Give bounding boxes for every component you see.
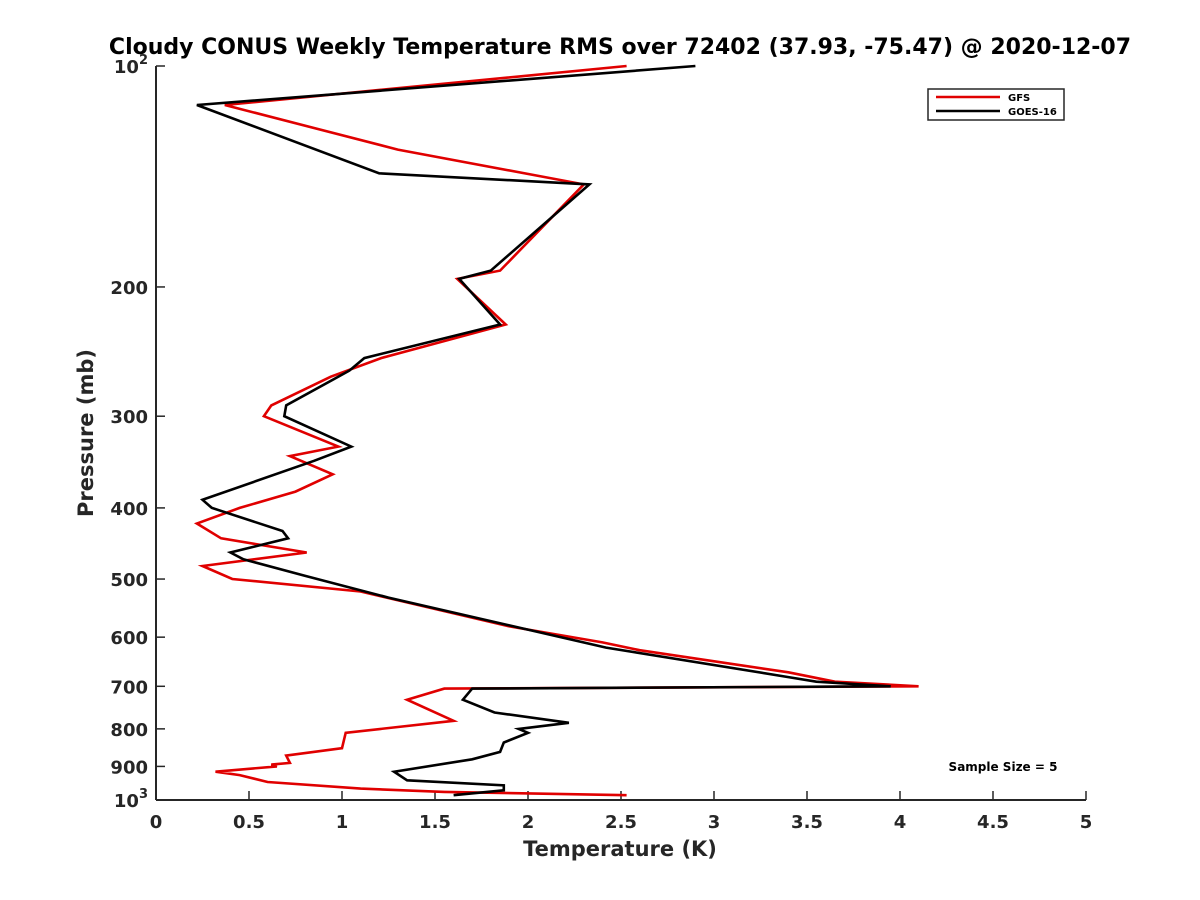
y-tick-label: 500 [110,570,148,591]
y-axis-label: Pressure (mb) [74,349,98,517]
y-tick-label: 700 [110,677,148,698]
x-tick-label: 2 [522,812,535,833]
x-tick-label: 3 [708,812,721,833]
x-tick-label: 3.5 [791,812,823,833]
series-line-goes-16 [196,64,891,797]
y-tick-label: 900 [110,757,148,778]
x-tick-label: 0 [150,812,163,833]
legend-label: GOES-16 [1008,107,1057,118]
y-tick-label-base: 10 [114,57,139,78]
legend: GFS GOES-16 [927,88,1065,121]
x-tick-label: 1.5 [419,812,451,833]
x-tick-label: 4.5 [977,812,1009,833]
series-lines [193,64,919,797]
x-tick-label: 4 [894,812,907,833]
y-tick-label: 400 [110,499,148,520]
sample-size-annotation: Sample Size = 5 [949,760,1058,774]
y-tick-label: 103 [114,787,148,812]
y-tick-label: 102 [114,53,148,78]
chart-title: Cloudy CONUS Weekly Temperature RMS over… [109,35,1131,60]
x-tick-label: 1 [336,812,349,833]
x-tick-label: 0.5 [233,812,265,833]
axis-ticks: 0 0.5 1 1.5 2 2.5 3 3.5 4 4.5 51022003004005006007… [110,53,1092,833]
x-tick-label: 2.5 [605,812,637,833]
y-tick-label-base: 10 [114,791,139,812]
y-tick-label: 600 [110,628,148,649]
y-tick-label-exponent: 2 [139,53,148,68]
legend-label: GFS [1008,93,1030,104]
x-tick-label: 5 [1080,812,1093,833]
x-axis-label: Temperature (K) [523,837,717,861]
y-tick-label: 800 [110,720,148,741]
legend-box [927,88,1065,121]
y-tick-label: 300 [110,407,148,428]
y-tick-label: 200 [110,278,148,299]
y-tick-label-exponent: 3 [139,787,148,802]
